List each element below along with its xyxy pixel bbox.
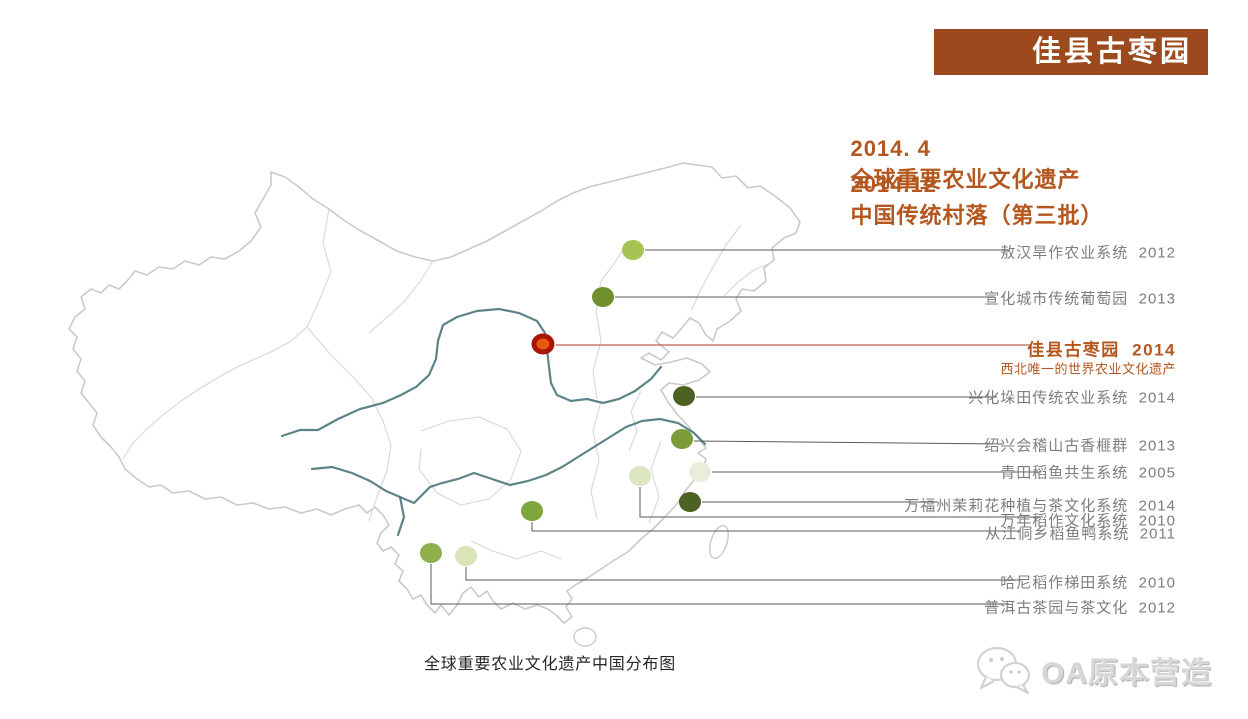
river-branch xyxy=(396,495,406,537)
province-border xyxy=(590,400,602,520)
wechat-icon xyxy=(976,646,1031,695)
subtitle-text-2: 中国传统村落（第三批） xyxy=(850,203,1104,228)
leader-line-wannian xyxy=(639,487,1041,518)
site-label-fuzhou: 万福州茉莉花种植与茶文化系统 2014 xyxy=(904,497,1176,515)
province-border xyxy=(690,224,742,312)
yellow-river xyxy=(280,307,663,438)
province-border xyxy=(418,416,522,506)
province-border xyxy=(306,326,392,522)
site-label-jiaxian: 佳县古枣园 2014 xyxy=(1027,340,1176,360)
map-outline-group xyxy=(68,162,801,647)
leader-line-shaoxing xyxy=(693,440,1004,445)
site-dot-shaoxing xyxy=(671,429,693,449)
yangtze-river xyxy=(310,417,707,505)
map-caption: 全球重要农业文化遗产中国分布图 xyxy=(424,656,677,673)
province-border xyxy=(368,260,434,334)
province-border xyxy=(592,246,626,400)
site-sublabel-jiaxian: 西北唯一的世界农业文化遗产 xyxy=(1000,361,1176,377)
site-label-xuanhua: 宣化城市传统葡萄园 2013 xyxy=(984,290,1176,308)
site-dot-qingtian xyxy=(689,462,711,482)
leader-line-hani xyxy=(465,567,1021,581)
site-dot-jiaxian xyxy=(531,333,555,355)
site-dot-fuzhou xyxy=(679,492,701,512)
province-border xyxy=(628,390,642,452)
site-label-shaoxing: 绍兴会稽山古香榧群 2013 xyxy=(984,437,1176,455)
site-dot-puer xyxy=(420,543,442,563)
site-dot-congjiang xyxy=(521,501,543,521)
subtitle-line-2: 2014.12 中国传统村落（第三批） xyxy=(822,146,1103,256)
site-dot-xinghua xyxy=(673,386,695,406)
taiwan-island xyxy=(709,524,729,560)
title-badge: 佳县古枣园 xyxy=(934,29,1208,75)
site-label-qingtian: 青田稻鱼共生系统 2005 xyxy=(1000,464,1176,482)
site-label-aohan: 敖汉旱作农业系统 2012 xyxy=(1000,244,1176,262)
province-border xyxy=(470,540,562,560)
watermark: OA原本营造 xyxy=(973,646,1212,695)
site-label-wannian: 万年稻作文化系统 2010 xyxy=(1000,512,1176,530)
site-dot-aohan xyxy=(622,240,644,260)
site-label-hani: 哈尼稻作梯田系统 2010 xyxy=(1000,574,1176,592)
leader-line-puer xyxy=(430,564,1009,605)
site-label-congjiang: 从江侗乡稻鱼鸭系统 2011 xyxy=(985,525,1176,543)
site-dot-hani xyxy=(455,546,477,566)
subtitle-date-1: 2014. 4 xyxy=(850,136,931,161)
site-label-puer: 普洱古茶园与茶文化 2012 xyxy=(984,599,1176,617)
hainan-island xyxy=(573,627,597,647)
subtitle-date-2: 2014.12 xyxy=(850,172,937,197)
china-outline xyxy=(68,162,801,624)
province-border xyxy=(648,440,662,524)
province-border xyxy=(723,261,774,297)
province-border xyxy=(122,208,332,460)
leader-line-congjiang xyxy=(531,522,1019,532)
subtitle-text-1: 全球重要农业文化遗产 xyxy=(850,167,1081,192)
site-dot-wannian xyxy=(629,466,651,486)
site-dot-xuanhua xyxy=(592,287,614,307)
site-annotations xyxy=(420,240,1041,605)
subtitle-line-1: 2014. 4 全球重要农业文化遗产 xyxy=(822,110,1080,220)
site-label-xinghua: 兴化垛田传统农业系统 2014 xyxy=(968,389,1176,407)
watermark-text: OA原本营造 xyxy=(1041,657,1212,690)
